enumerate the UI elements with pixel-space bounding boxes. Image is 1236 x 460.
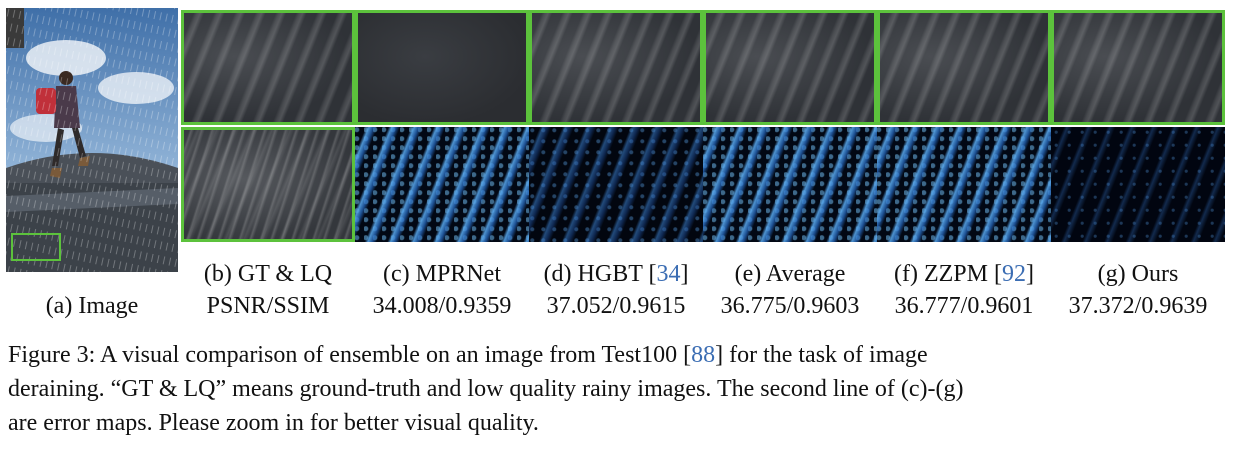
label-d: (d) HGBT [34] [529,260,703,288]
crop-lq [181,127,355,242]
error-map-mprnet [355,127,529,242]
rainy-scene-illustration [6,8,178,272]
error-map-zzpm [877,127,1051,242]
metric-mprnet: 34.008/0.9359 [372,293,512,319]
crop-mprnet [355,10,529,125]
caption-line-1-end: ] for the task of image [715,342,928,368]
metric-ours: 37.372/0.9639 [1068,293,1208,319]
label-d-close: ] [680,261,689,287]
label-c: (c) MPRNet [383,261,501,287]
label-e: (e) Average [734,261,846,287]
metric-zzpm: 36.777/0.9601 [894,293,1034,319]
error-map-hgbt [529,127,703,242]
caption-line-1-text: Figure 3: A visual comparison of ensembl… [8,342,692,368]
metric-hgbt: 37.052/0.9615 [546,293,686,319]
metrics-header: PSNR/SSIM [206,293,330,319]
label-b: (b) GT & LQ [203,261,333,287]
crop-average [703,10,877,125]
citation-34[interactable]: 34 [656,261,681,287]
label-d-text: (d) HGBT [ [543,261,657,287]
error-map-average [703,127,877,242]
error-map-ours [1051,127,1225,242]
metric-average: 36.775/0.9603 [720,293,860,319]
crop-ours [1051,10,1225,125]
label-a: (a) Image [45,293,139,319]
crop-zzpm [877,10,1051,125]
label-f: (f) ZZPM [92] [877,260,1051,288]
label-g: (g) Ours [1097,261,1179,287]
figure-caption: Figure 3: A visual comparison of ensembl… [8,338,1230,440]
main-rainy-image [6,8,178,272]
crop-hgbt [529,10,703,125]
label-f-text: (f) ZZPM [ [894,261,1002,287]
citation-88[interactable]: 88 [691,342,716,368]
label-f-close: ] [1025,261,1034,287]
caption-line-2: deraining. “GT & LQ” means ground-truth … [8,376,964,402]
crop-gt [181,10,355,125]
citation-92[interactable]: 92 [1001,261,1026,287]
caption-line-1: Figure 3: A visual comparison of ensembl… [8,338,1230,372]
caption-line-3: are error maps. Please zoom in for bette… [8,410,539,436]
